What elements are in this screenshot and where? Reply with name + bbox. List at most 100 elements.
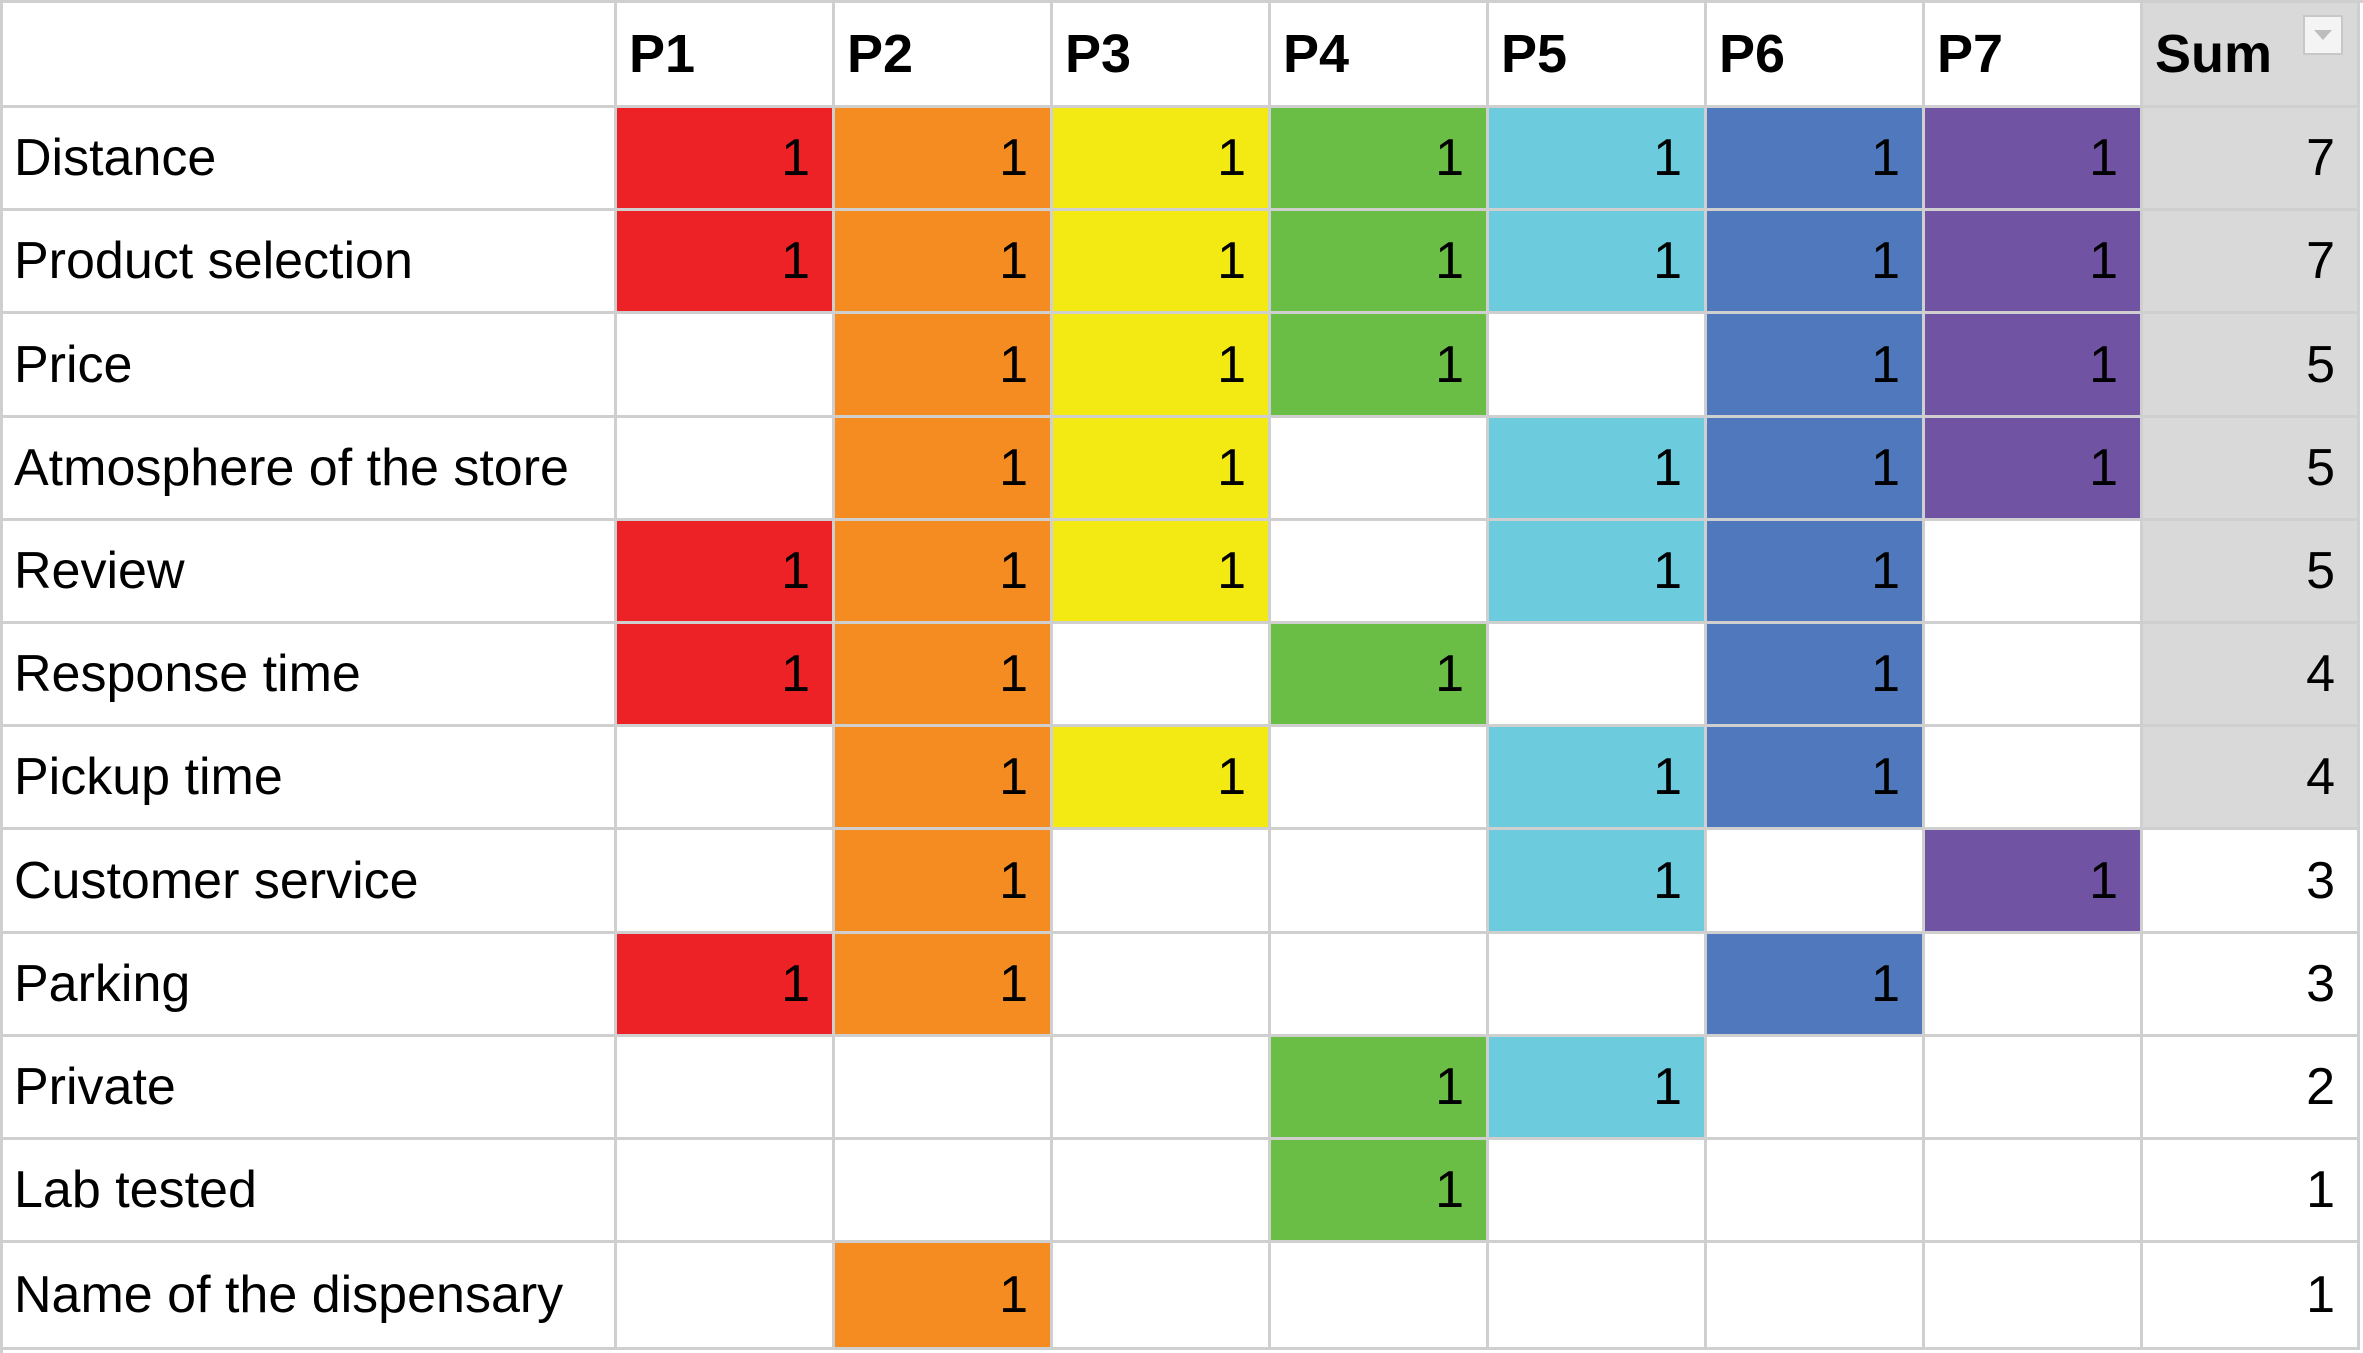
column-header-p5[interactable]: P5	[1489, 3, 1707, 108]
value-cell-p2[interactable]	[835, 1037, 1053, 1140]
value-cell-p7[interactable]: 1	[1925, 314, 2143, 418]
value-cell-p3[interactable]	[1053, 1037, 1271, 1140]
value-cell-p6[interactable]: 1	[1707, 727, 1925, 830]
value-cell-p6[interactable]	[1707, 830, 1925, 934]
value-cell-p1[interactable]: 1	[617, 108, 835, 211]
sum-cell[interactable]: 1	[2143, 1243, 2360, 1350]
column-header-p7[interactable]: P7	[1925, 3, 2143, 108]
value-cell-p1[interactable]	[617, 418, 835, 521]
value-cell-p5[interactable]	[1489, 1140, 1707, 1243]
value-cell-p3[interactable]	[1053, 624, 1271, 727]
value-cell-p2[interactable]: 1	[835, 418, 1053, 521]
value-cell-p6[interactable]: 1	[1707, 108, 1925, 211]
value-cell-p4[interactable]: 1	[1271, 108, 1489, 211]
value-cell-p1[interactable]	[617, 1140, 835, 1243]
value-cell-p2[interactable]	[835, 1140, 1053, 1243]
sum-cell[interactable]: 4	[2143, 624, 2360, 727]
value-cell-p4[interactable]: 1	[1271, 314, 1489, 418]
value-cell-p1[interactable]	[617, 830, 835, 934]
sum-cell[interactable]: 5	[2143, 418, 2360, 521]
row-label[interactable]: Response time	[3, 624, 617, 727]
value-cell-p4[interactable]	[1271, 934, 1489, 1037]
column-header-p1[interactable]: P1	[617, 3, 835, 108]
value-cell-p4[interactable]	[1271, 418, 1489, 521]
value-cell-p5[interactable]: 1	[1489, 521, 1707, 624]
value-cell-p3[interactable]: 1	[1053, 418, 1271, 521]
value-cell-p3[interactable]: 1	[1053, 521, 1271, 624]
row-label[interactable]: Customer service	[3, 830, 617, 934]
column-header-p4[interactable]: P4	[1271, 3, 1489, 108]
value-cell-p6[interactable]: 1	[1707, 418, 1925, 521]
value-cell-p6[interactable]: 1	[1707, 211, 1925, 314]
row-label[interactable]: Parking	[3, 934, 617, 1037]
value-cell-p3[interactable]	[1053, 830, 1271, 934]
value-cell-p5[interactable]: 1	[1489, 418, 1707, 521]
sum-cell[interactable]: 3	[2143, 934, 2360, 1037]
value-cell-p7[interactable]: 1	[1925, 830, 2143, 934]
column-header-p6[interactable]: P6	[1707, 3, 1925, 108]
row-label[interactable]: Lab tested	[3, 1140, 617, 1243]
value-cell-p5[interactable]: 1	[1489, 830, 1707, 934]
value-cell-p5[interactable]: 1	[1489, 1037, 1707, 1140]
value-cell-p1[interactable]: 1	[617, 934, 835, 1037]
value-cell-p3[interactable]: 1	[1053, 314, 1271, 418]
value-cell-p2[interactable]: 1	[835, 108, 1053, 211]
value-cell-p1[interactable]	[617, 1037, 835, 1140]
value-cell-p2[interactable]: 1	[835, 727, 1053, 830]
value-cell-p4[interactable]: 1	[1271, 1037, 1489, 1140]
value-cell-p5[interactable]: 1	[1489, 727, 1707, 830]
column-header-p2[interactable]: P2	[835, 3, 1053, 108]
value-cell-p7[interactable]	[1925, 521, 2143, 624]
value-cell-p1[interactable]: 1	[617, 521, 835, 624]
value-cell-p5[interactable]	[1489, 1243, 1707, 1350]
value-cell-p4[interactable]	[1271, 521, 1489, 624]
row-label[interactable]: Atmosphere of the store	[3, 418, 617, 521]
row-label[interactable]: Name of the dispensary	[3, 1243, 617, 1350]
value-cell-p1[interactable]	[617, 314, 835, 418]
row-label[interactable]: Review	[3, 521, 617, 624]
value-cell-p4[interactable]: 1	[1271, 624, 1489, 727]
value-cell-p5[interactable]: 1	[1489, 211, 1707, 314]
value-cell-p6[interactable]: 1	[1707, 521, 1925, 624]
value-cell-p6[interactable]: 1	[1707, 314, 1925, 418]
value-cell-p3[interactable]: 1	[1053, 108, 1271, 211]
value-cell-p7[interactable]: 1	[1925, 108, 2143, 211]
value-cell-p2[interactable]: 1	[835, 521, 1053, 624]
value-cell-p3[interactable]	[1053, 1243, 1271, 1350]
column-header-p3[interactable]: P3	[1053, 3, 1271, 108]
value-cell-p5[interactable]: 1	[1489, 108, 1707, 211]
sum-cell[interactable]: 4	[2143, 727, 2360, 830]
value-cell-p6[interactable]: 1	[1707, 624, 1925, 727]
filter-dropdown-icon[interactable]	[2303, 15, 2343, 55]
value-cell-p2[interactable]: 1	[835, 314, 1053, 418]
value-cell-p5[interactable]	[1489, 314, 1707, 418]
value-cell-p1[interactable]: 1	[617, 211, 835, 314]
value-cell-p6[interactable]	[1707, 1037, 1925, 1140]
sum-cell[interactable]: 2	[2143, 1037, 2360, 1140]
value-cell-p2[interactable]: 1	[835, 624, 1053, 727]
value-cell-p1[interactable]: 1	[617, 624, 835, 727]
value-cell-p3[interactable]	[1053, 934, 1271, 1037]
value-cell-p7[interactable]	[1925, 934, 2143, 1037]
value-cell-p2[interactable]: 1	[835, 830, 1053, 934]
value-cell-p6[interactable]	[1707, 1140, 1925, 1243]
row-label[interactable]: Private	[3, 1037, 617, 1140]
value-cell-p4[interactable]: 1	[1271, 211, 1489, 314]
value-cell-p6[interactable]: 1	[1707, 934, 1925, 1037]
sum-cell[interactable]: 5	[2143, 314, 2360, 418]
sum-cell[interactable]: 5	[2143, 521, 2360, 624]
value-cell-p7[interactable]: 1	[1925, 418, 2143, 521]
value-cell-p1[interactable]	[617, 727, 835, 830]
row-label[interactable]: Pickup time	[3, 727, 617, 830]
value-cell-p1[interactable]	[617, 1243, 835, 1350]
value-cell-p6[interactable]	[1707, 1243, 1925, 1350]
row-label[interactable]: Price	[3, 314, 617, 418]
value-cell-p7[interactable]	[1925, 1037, 2143, 1140]
value-cell-p7[interactable]: 1	[1925, 211, 2143, 314]
value-cell-p7[interactable]	[1925, 727, 2143, 830]
row-label[interactable]: Product selection	[3, 211, 617, 314]
value-cell-p7[interactable]	[1925, 1140, 2143, 1243]
row-label[interactable]: Distance	[3, 108, 617, 211]
value-cell-p7[interactable]	[1925, 1243, 2143, 1350]
value-cell-p3[interactable]: 1	[1053, 727, 1271, 830]
